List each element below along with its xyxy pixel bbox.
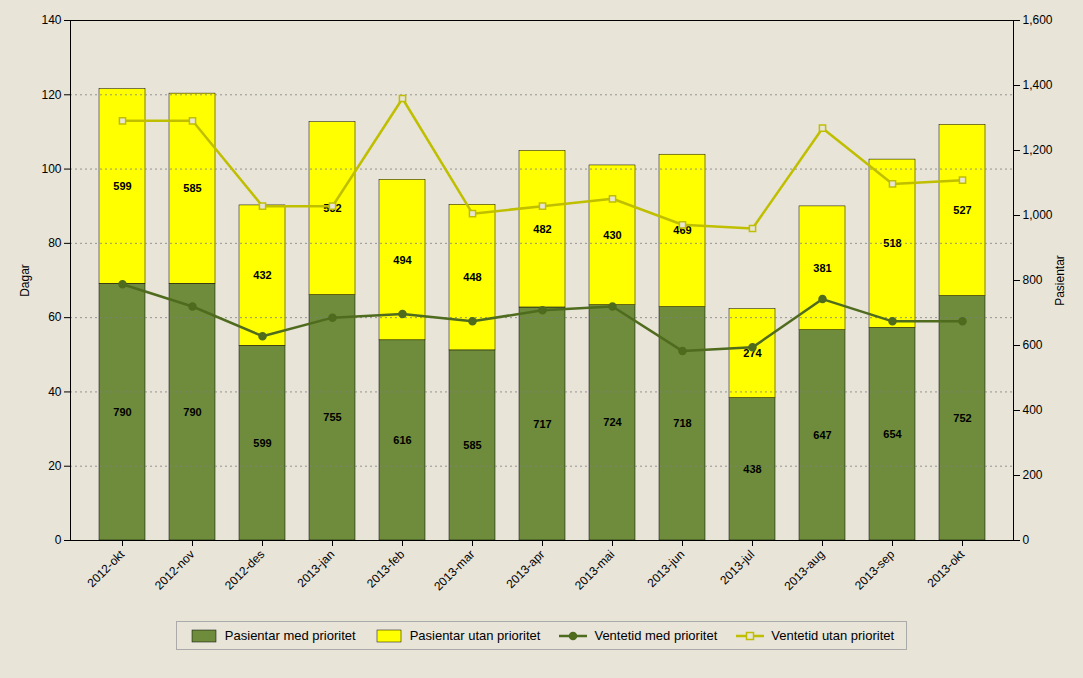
svg-text:599: 599 <box>253 437 271 449</box>
svg-text:1,400: 1,400 <box>1023 78 1053 92</box>
svg-text:2013-mai: 2013-mai <box>572 547 617 592</box>
svg-text:100: 100 <box>41 162 61 176</box>
svg-text:616: 616 <box>393 434 411 446</box>
svg-text:274: 274 <box>743 347 762 359</box>
svg-text:585: 585 <box>183 182 201 194</box>
svg-text:1,200: 1,200 <box>1023 143 1053 157</box>
svg-text:2012-okt: 2012-okt <box>84 547 127 590</box>
svg-text:2012-nov: 2012-nov <box>152 547 197 592</box>
svg-text:752: 752 <box>953 412 971 424</box>
svg-text:20: 20 <box>48 459 62 473</box>
svg-text:494: 494 <box>393 254 412 266</box>
svg-text:2012-des: 2012-des <box>222 547 267 592</box>
svg-text:2013-okt: 2013-okt <box>924 547 967 590</box>
svg-text:381: 381 <box>813 262 831 274</box>
svg-text:2013-aug: 2013-aug <box>782 547 828 593</box>
html-text:Ventetid utan prioritet: Ventetid utan prioritet <box>771 628 895 643</box>
svg-text:2013-jun: 2013-jun <box>644 547 687 590</box>
svg-text:717: 717 <box>533 418 551 430</box>
svg-text:518: 518 <box>883 237 901 249</box>
svg-text:755: 755 <box>323 411 341 423</box>
svg-text:647: 647 <box>813 429 831 441</box>
svg-text:1,600: 1,600 <box>1023 13 1053 27</box>
svg-text:120: 120 <box>41 88 61 102</box>
html-text:Ventetid med prioritet: Ventetid med prioritet <box>594 628 718 643</box>
svg-text:600: 600 <box>1023 338 1043 352</box>
svg-text:790: 790 <box>183 406 201 418</box>
svg-text:469: 469 <box>673 224 691 236</box>
svg-text:432: 432 <box>253 269 271 281</box>
svg-text:718: 718 <box>673 417 691 429</box>
html-text:Pasientar utan prioritet: Pasientar utan prioritet <box>409 628 541 643</box>
svg-text:482: 482 <box>533 223 551 235</box>
svg-text:0: 0 <box>55 533 62 547</box>
svg-text:2013-jul: 2013-jul <box>717 547 757 587</box>
svg-text:2013-jan: 2013-jan <box>294 547 337 590</box>
svg-text:0: 0 <box>1023 533 1030 547</box>
svg-text:724: 724 <box>603 416 622 428</box>
svg-text:40: 40 <box>48 385 62 399</box>
svg-text:430: 430 <box>603 229 621 241</box>
svg-text:2013-sep: 2013-sep <box>852 547 898 593</box>
svg-text:438: 438 <box>743 463 761 475</box>
svg-text:400: 400 <box>1023 403 1043 417</box>
svg-text:527: 527 <box>953 204 971 216</box>
svg-text:654: 654 <box>883 428 902 440</box>
svg-text:2013-mar: 2013-mar <box>431 547 477 593</box>
svg-text:2013-feb: 2013-feb <box>364 547 408 591</box>
svg-text:Dagar: Dagar <box>18 264 32 297</box>
svg-text:2013-apr: 2013-apr <box>503 547 547 591</box>
svg-text:532: 532 <box>323 202 341 214</box>
svg-text:60: 60 <box>48 310 62 324</box>
svg-text:790: 790 <box>113 406 131 418</box>
svg-text:Pasientar: Pasientar <box>1053 255 1067 306</box>
svg-text:80: 80 <box>48 236 62 250</box>
svg-text:200: 200 <box>1023 468 1043 482</box>
svg-text:599: 599 <box>113 180 131 192</box>
svg-text:800: 800 <box>1023 273 1043 287</box>
html-text:Pasientar med prioritet: Pasientar med prioritet <box>224 628 356 643</box>
svg-text:585: 585 <box>463 439 481 451</box>
svg-text:140: 140 <box>41 13 61 27</box>
svg-text:448: 448 <box>463 271 481 283</box>
svg-text:1,000: 1,000 <box>1023 208 1053 222</box>
